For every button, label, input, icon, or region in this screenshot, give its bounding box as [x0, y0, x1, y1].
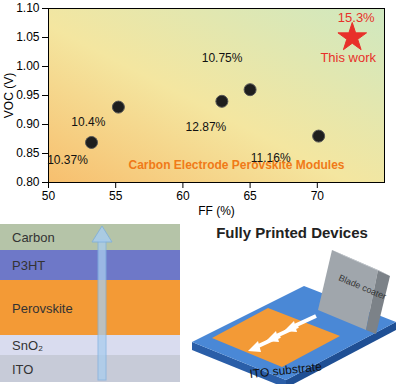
svg-text:This work: This work	[320, 50, 376, 65]
svg-text:1.10: 1.10	[16, 1, 40, 15]
svg-text:60: 60	[176, 189, 190, 203]
svg-text:0.90: 0.90	[16, 117, 40, 131]
svg-text:Fully Printed Devices: Fully Printed Devices	[216, 224, 368, 241]
svg-text:Carbon: Carbon	[12, 230, 55, 245]
svg-text:Perovskite: Perovskite	[12, 301, 73, 316]
svg-text:10.4%: 10.4%	[71, 115, 105, 129]
svg-text:10.75%: 10.75%	[202, 51, 243, 65]
svg-text:12.87%: 12.87%	[186, 120, 227, 134]
svg-text:SnO₂: SnO₂	[12, 338, 43, 353]
svg-text:ITO: ITO	[12, 362, 33, 377]
svg-text:15.3%: 15.3%	[338, 10, 375, 25]
svg-text:55: 55	[109, 189, 123, 203]
svg-text:50: 50	[42, 189, 56, 203]
svg-text:ITO substrate: ITO substrate	[249, 359, 323, 381]
svg-text:Carbon Electrode Perovskite Mo: Carbon Electrode Perovskite Modules	[128, 158, 344, 172]
svg-text:0.80: 0.80	[16, 175, 40, 189]
svg-text:1.00: 1.00	[16, 59, 40, 73]
svg-text:0.85: 0.85	[16, 146, 40, 160]
svg-text:0.95: 0.95	[16, 88, 40, 102]
svg-text:1.05: 1.05	[16, 30, 40, 44]
svg-text:Blade coater: Blade coater	[337, 273, 387, 302]
svg-text:VOC (V): VOC (V)	[2, 73, 16, 118]
svg-text:FF (%): FF (%)	[198, 204, 235, 218]
svg-text:70: 70	[311, 189, 325, 203]
svg-text:P3HT: P3HT	[12, 258, 45, 273]
svg-text:10.37%: 10.37%	[47, 153, 88, 167]
svg-text:65: 65	[243, 189, 257, 203]
